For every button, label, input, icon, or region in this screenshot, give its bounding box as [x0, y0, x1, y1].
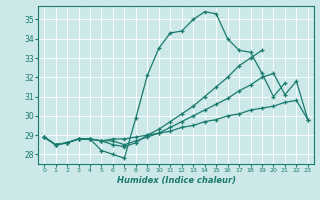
X-axis label: Humidex (Indice chaleur): Humidex (Indice chaleur) — [116, 176, 236, 185]
